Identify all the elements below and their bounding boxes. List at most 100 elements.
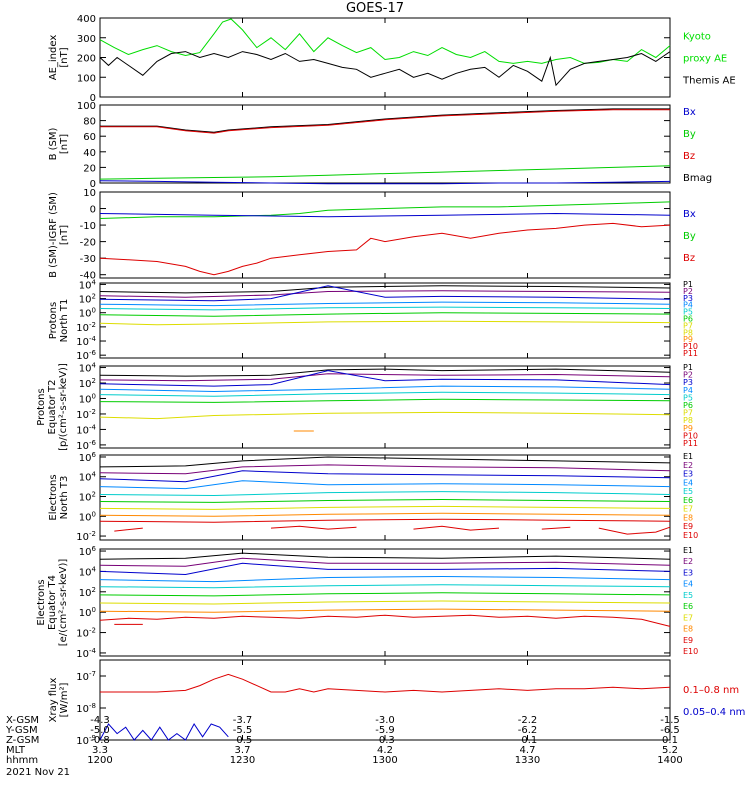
x-tick-label-mlt: 3.7 <box>235 745 251 756</box>
y-tick-label: 100 <box>77 101 96 112</box>
legend-item: P11 <box>683 349 698 358</box>
series-bx <box>99 212 671 218</box>
legend-item: Bmag <box>683 173 712 184</box>
series-e6 <box>99 592 671 597</box>
y-tick-label: 102 <box>79 586 96 599</box>
legend-item: P5 <box>683 393 693 402</box>
x-row-label: Z-GSM <box>6 735 39 746</box>
x-tick-label-mlt: 4.2 <box>377 745 393 756</box>
legend-item: E7 <box>683 505 693 514</box>
legend-item: Bz <box>683 151 695 162</box>
y-axis-label: Electrons <box>36 579 47 625</box>
x-tick-label-xgsm: -1.5 <box>660 715 680 726</box>
legend-item: E3 <box>683 568 693 577</box>
x-tick-label-xgsm: -4.3 <box>90 715 110 726</box>
panel-frame <box>99 17 671 98</box>
legend-item: E6 <box>683 602 693 611</box>
legend-item: P10 <box>683 431 698 440</box>
y-tick-label: 100 <box>79 606 96 619</box>
legend-item: E4 <box>683 580 693 589</box>
series-e8 <box>99 608 671 613</box>
y-tick-label: 0 <box>90 179 96 190</box>
series-p7 <box>99 320 671 326</box>
series-bz <box>99 222 671 276</box>
y-axis-label: Electrons <box>48 474 59 520</box>
y-tick-label: 102 <box>79 377 96 390</box>
legend-item: P11 <box>683 439 698 448</box>
series-themis-ae <box>99 51 671 87</box>
panel-ae: 0 100 200 300 400 AE_index [nT] Kyoto proxy AE Th… <box>48 14 736 104</box>
series-e7 <box>99 505 671 510</box>
legend-item: P9 <box>683 335 693 344</box>
x-tick-label-hhmm: 1200 <box>87 755 112 766</box>
series-by <box>99 201 671 219</box>
y-tick-label: 10-9 <box>76 734 96 747</box>
x-tick-label-xgsm: -3.0 <box>375 715 395 726</box>
legend-item: E10 <box>683 531 698 540</box>
x-tick-label-ygsm: -6.5 <box>660 725 680 736</box>
series-p6 <box>99 312 671 317</box>
y-tick-label: 104 <box>79 565 97 578</box>
legend-item: E6 <box>683 496 693 505</box>
y-tick-label: 10-4 <box>76 335 96 348</box>
y-tick-label: 10-2 <box>76 627 96 640</box>
panel-xray: 10-9 10-8 10-7 Xray flux [W/m²] 0.1–0.8 nm 0.0… <box>48 659 745 747</box>
series-bx <box>99 180 671 185</box>
series-e2 <box>99 464 671 475</box>
legend-item: E5 <box>683 591 693 600</box>
y-tick-label: 100 <box>79 392 96 405</box>
legend-item: Bz <box>683 253 695 264</box>
legend-item: P10 <box>683 342 698 351</box>
legend-item: E9 <box>683 636 693 645</box>
y-tick-label: 400 <box>77 14 96 25</box>
series-p7 <box>99 411 671 420</box>
y-axis-label: [nT] <box>59 47 70 67</box>
legend-item: P2 <box>683 287 693 296</box>
series-e7 <box>99 600 671 605</box>
x-tick-label-ygsm: -5.9 <box>375 725 395 736</box>
series-e4 <box>99 480 671 490</box>
y-tick-label: 300 <box>77 34 96 45</box>
y-tick-label: 0 <box>90 93 96 104</box>
legend-item: P4 <box>683 301 693 310</box>
legend-item: E7 <box>683 613 693 622</box>
x-row-label: hhmm <box>6 755 38 766</box>
panel-frame <box>99 104 671 184</box>
y-tick-label: -20 <box>80 238 96 249</box>
legend-item: E5 <box>683 487 693 496</box>
legend-item: P1 <box>683 363 693 372</box>
series-p1 <box>99 368 671 377</box>
date-label: 2021 Nov 21 <box>6 767 70 778</box>
x-tick-label-hhmm: 1400 <box>657 755 682 766</box>
series-0-05-0-4-nm <box>99 723 229 741</box>
y-tick-label: 102 <box>79 293 96 306</box>
legend-item: E9 <box>683 522 693 531</box>
x-tick-label-xgsm: -3.7 <box>233 715 253 726</box>
y-axis-label: North T1 <box>59 299 70 343</box>
y-axis-label: Protons <box>36 388 47 425</box>
series-p6 <box>99 398 671 403</box>
y-tick-label: 10-8 <box>76 702 96 715</box>
page-title: GOES-17 <box>345 1 404 16</box>
legend-item: P4 <box>683 386 693 395</box>
y-tick-label: 10-7 <box>76 670 96 683</box>
y-axis-label: Equator T4 <box>47 575 58 630</box>
y-axis-label: [nT] <box>59 134 70 154</box>
x-tick-label-hhmm: 1330 <box>515 755 540 766</box>
legend-item: E4 <box>683 478 693 487</box>
legend-item: P8 <box>683 416 693 425</box>
y-axis-label: North T3 <box>59 476 70 520</box>
legend-item: E2 <box>683 557 693 566</box>
panel-p_t2: 104 102 100 10-2 10-4 10-6 Protons Equator T2 [p… <box>36 362 698 452</box>
legend-item: By <box>683 231 696 242</box>
y-tick-label: 10 <box>83 188 96 199</box>
x-tick-label-mlt: 5.2 <box>662 745 678 756</box>
legend-item: By <box>683 129 696 140</box>
series-p2 <box>99 373 671 382</box>
series-p1 <box>99 285 671 294</box>
legend-item: E8 <box>683 513 693 522</box>
y-tick-label: 10-2 <box>76 530 96 543</box>
x-tick-label-hhmm: 1300 <box>372 755 397 766</box>
